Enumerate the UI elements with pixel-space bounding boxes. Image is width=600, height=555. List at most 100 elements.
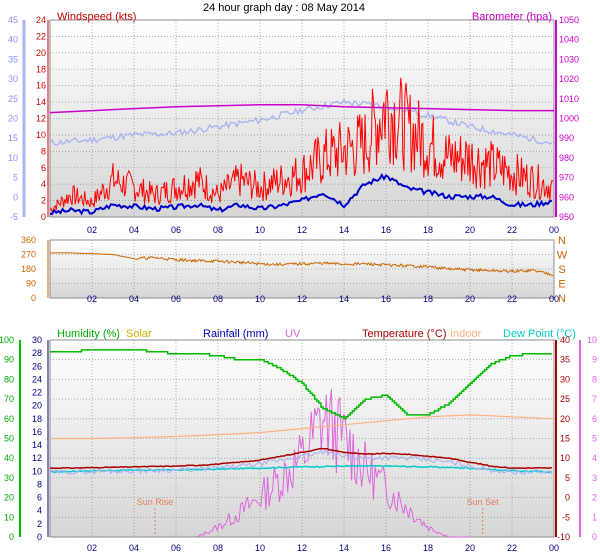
barometer-tick-label: 960: [559, 192, 574, 202]
humidity-tick-label: 0: [9, 532, 14, 542]
legend-dewpoint: Dew Point (°C): [503, 328, 576, 340]
rainfall-tick-label: 8: [37, 479, 42, 489]
rainfall-tick-label: 30: [32, 335, 42, 345]
windspeed-tick-label: 0: [41, 212, 46, 222]
humidity-tick-label: 80: [4, 374, 14, 384]
legend-humidity: Humidity (%): [57, 328, 120, 340]
humidity-tick-label: 70: [4, 394, 14, 404]
x-tick-label: 02: [87, 225, 97, 235]
gridlines: [50, 19, 555, 538]
humidity-tick-label: 20: [4, 493, 14, 503]
wind-run-tick-label: -5: [10, 212, 18, 222]
uv-tick-label: 7: [592, 394, 597, 404]
wind-run-line: [49, 98, 553, 146]
x-tick-label: 20: [465, 225, 475, 235]
legend-solar: Solar: [126, 328, 152, 340]
x-tick-label: 02: [87, 543, 97, 553]
x-tick-label: 22: [507, 225, 517, 235]
windspeed-tick-label: 4: [41, 179, 46, 189]
barometer-line: [49, 103, 554, 114]
x-tick-label: 00: [549, 294, 559, 304]
temperature-tick-label: 0: [565, 493, 570, 503]
wind-run-tick-label: 15: [8, 133, 18, 143]
windspeed-tick-label: 10: [36, 130, 46, 140]
rainfall-tick-label: 24: [32, 374, 42, 384]
compass-label: E: [558, 279, 565, 291]
barometer-tick-label: 1030: [559, 54, 579, 64]
axes: [19, 20, 581, 537]
temperature-line: [49, 447, 552, 470]
humidity-tick-label: 90: [4, 355, 14, 365]
x-tick-label: 12: [297, 543, 307, 553]
windspeed-tick-label: 18: [36, 64, 46, 74]
humidity-line: [50, 349, 552, 420]
direction-tick-label: 180: [21, 264, 36, 274]
humidity-tick-label: 30: [4, 473, 14, 483]
rainfall-tick-label: 4: [37, 506, 42, 516]
wind-run-tick-label: 5: [13, 173, 18, 183]
uv-tick-label: 9: [592, 355, 597, 365]
x-tick-label: 20: [465, 543, 475, 553]
humidity-tick-label: 50: [4, 434, 14, 444]
rainfall-tick-label: 2: [37, 519, 42, 529]
uv-tick-label: 6: [592, 414, 597, 424]
x-tick-label: 18: [423, 543, 433, 553]
temperature-tick-label: 30: [560, 374, 570, 384]
windspeed-axis-label: Windspeed (kts): [57, 11, 136, 23]
barometer-tick-label: 1010: [559, 94, 579, 104]
wind-run-tick-label: 45: [8, 15, 18, 25]
temperature-tick-label: 35: [560, 355, 570, 365]
windspeed-tick-label: 20: [36, 48, 46, 58]
x-tick-label: 12: [297, 294, 307, 304]
barometer-tick-label: 1040: [559, 35, 579, 45]
windspeed-tick-label: 6: [41, 163, 46, 173]
barometer-tick-label: 970: [559, 173, 574, 183]
uv-tick-label: 0: [592, 532, 597, 542]
x-tick-label: 16: [381, 543, 391, 553]
rainfall-tick-label: 6: [37, 493, 42, 503]
barometer-tick-label: 1020: [559, 74, 579, 84]
x-tick-label: 10: [255, 294, 265, 304]
chart-title: 24 hour graph day : 08 May 2014: [203, 2, 365, 14]
uv-tick-label: 8: [592, 374, 597, 384]
sunrise-label: Sun Rise: [137, 497, 174, 507]
barometer-tick-label: 950: [559, 212, 574, 222]
barometer-tick-label: 990: [559, 133, 574, 143]
wind-run-tick-label: 35: [8, 54, 18, 64]
humidity-tick-label: 10: [4, 512, 14, 522]
wind-run-tick-label: 30: [8, 74, 18, 84]
x-tick-label: 00: [549, 225, 559, 235]
wind-run-tick-label: 0: [13, 192, 18, 202]
legend-uv: UV: [285, 328, 301, 340]
x-tick-label: 06: [171, 294, 181, 304]
legend-temperature: Temperature (°C): [362, 328, 446, 340]
rainfall-tick-label: 18: [32, 414, 42, 424]
direction-tick-label: 0: [31, 293, 36, 303]
direction-tick-label: 270: [21, 250, 36, 260]
average-wind-line: [49, 173, 553, 216]
rainfall-tick-label: 28: [32, 348, 42, 358]
x-tick-label: 16: [381, 294, 391, 304]
uv-tick-label: 2: [592, 493, 597, 503]
sunset-label: Sun Set: [467, 497, 500, 507]
x-tick-label: 16: [381, 225, 391, 235]
x-tick-label: 10: [255, 543, 265, 553]
uv-tick-label: 1: [592, 512, 597, 522]
rainfall-tick-label: 22: [32, 388, 42, 398]
temperature-tick-label: 15: [560, 434, 570, 444]
compass-label: S: [558, 264, 565, 276]
x-tick-label: 04: [129, 543, 139, 553]
rainfall-tick-label: 20: [32, 401, 42, 411]
barometer-tick-label: 1000: [559, 114, 579, 124]
series: [49, 77, 555, 538]
x-tick-label: 22: [507, 294, 517, 304]
x-tick-label: 02: [87, 294, 97, 304]
wind-run-tick-label: 40: [8, 35, 18, 45]
x-tick-label: 18: [423, 294, 433, 304]
x-tick-label: 08: [213, 543, 223, 553]
rainfall-tick-label: 10: [32, 466, 42, 476]
temperature-tick-label: 20: [560, 414, 570, 424]
x-tick-label: 12: [297, 225, 307, 235]
temperature-tick-label: 25: [560, 394, 570, 404]
